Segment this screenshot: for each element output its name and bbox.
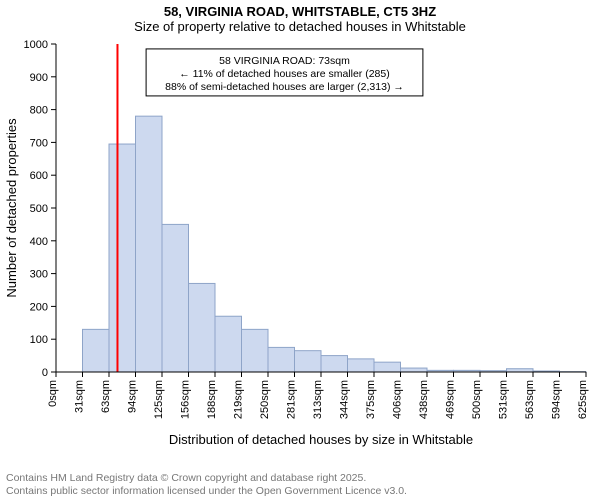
y-axis-label: Number of detached properties — [4, 118, 19, 298]
footer-line-2: Contains public sector information licen… — [6, 485, 407, 498]
histogram-bar — [109, 144, 136, 372]
xtick-label: 594sqm — [551, 380, 563, 419]
ytick-label: 1000 — [24, 39, 48, 51]
ytick-label: 400 — [30, 236, 48, 248]
xtick-label: 250sqm — [259, 380, 271, 419]
title-block: 58, VIRGINIA ROAD, WHITSTABLE, CT5 3HZ S… — [0, 0, 600, 34]
xtick-label: 281sqm — [286, 380, 298, 419]
ytick-label: 500 — [30, 203, 48, 215]
xtick-label: 219sqm — [233, 380, 245, 419]
histogram-bar — [348, 359, 375, 372]
xtick-label: 344sqm — [339, 380, 351, 419]
histogram-chart: 0 100 200 300 400 500 600 700 800 900 1000 0sqm 31sq… — [0, 38, 600, 458]
footer-line-1: Contains HM Land Registry data © Crown c… — [6, 472, 407, 485]
annotation-line: ← 11% of detached houses are smaller (28… — [179, 68, 390, 80]
xtick-label: 500sqm — [471, 380, 483, 419]
xtick-label: 0sqm — [47, 380, 59, 407]
footer-attribution: Contains HM Land Registry data © Crown c… — [6, 472, 407, 498]
ytick-label: 600 — [30, 170, 48, 182]
xtick-label: 375sqm — [365, 380, 377, 419]
ytick-label: 200 — [30, 301, 48, 313]
ytick-label: 700 — [30, 137, 48, 149]
histogram-bar — [189, 283, 216, 372]
xtick-label: 156sqm — [180, 380, 192, 419]
histogram-bar — [268, 347, 295, 372]
ytick-label: 800 — [30, 105, 48, 117]
xtick-label: 563sqm — [524, 380, 536, 419]
histogram-bar — [162, 224, 189, 372]
xtick-label: 531sqm — [498, 380, 510, 419]
histogram-bar — [401, 368, 428, 372]
ytick-label: 100 — [30, 334, 48, 346]
x-axis-label: Distribution of detached houses by size … — [169, 432, 473, 447]
histogram-bar — [321, 356, 348, 372]
xtick-label: 63sqm — [100, 380, 112, 413]
title-sub: Size of property relative to detached ho… — [0, 19, 600, 34]
histogram-bar — [83, 329, 110, 372]
xtick-label: 94sqm — [127, 380, 139, 413]
annotation-line: 58 VIRGINIA ROAD: 73sqm — [219, 55, 350, 67]
xtick-label: 438sqm — [418, 380, 430, 419]
ytick-label: 0 — [42, 367, 48, 379]
xtick-label: 125sqm — [153, 380, 165, 419]
xtick-label: 313sqm — [312, 380, 324, 419]
histogram-bar — [215, 316, 242, 372]
annotation-line: 88% of semi-detached houses are larger (… — [165, 81, 404, 93]
histogram-bar — [374, 362, 401, 372]
ytick-label: 300 — [30, 269, 48, 281]
ytick-label: 900 — [30, 72, 48, 84]
histogram-bar — [295, 351, 322, 372]
xtick-label: 625sqm — [577, 380, 589, 419]
xtick-label: 406sqm — [392, 380, 404, 419]
title-main: 58, VIRGINIA ROAD, WHITSTABLE, CT5 3HZ — [0, 4, 600, 19]
xtick-label: 188sqm — [206, 380, 218, 419]
xtick-label: 469sqm — [445, 380, 457, 419]
histogram-bar — [242, 329, 269, 372]
histogram-bar — [136, 116, 163, 372]
xtick-label: 31sqm — [74, 380, 86, 413]
